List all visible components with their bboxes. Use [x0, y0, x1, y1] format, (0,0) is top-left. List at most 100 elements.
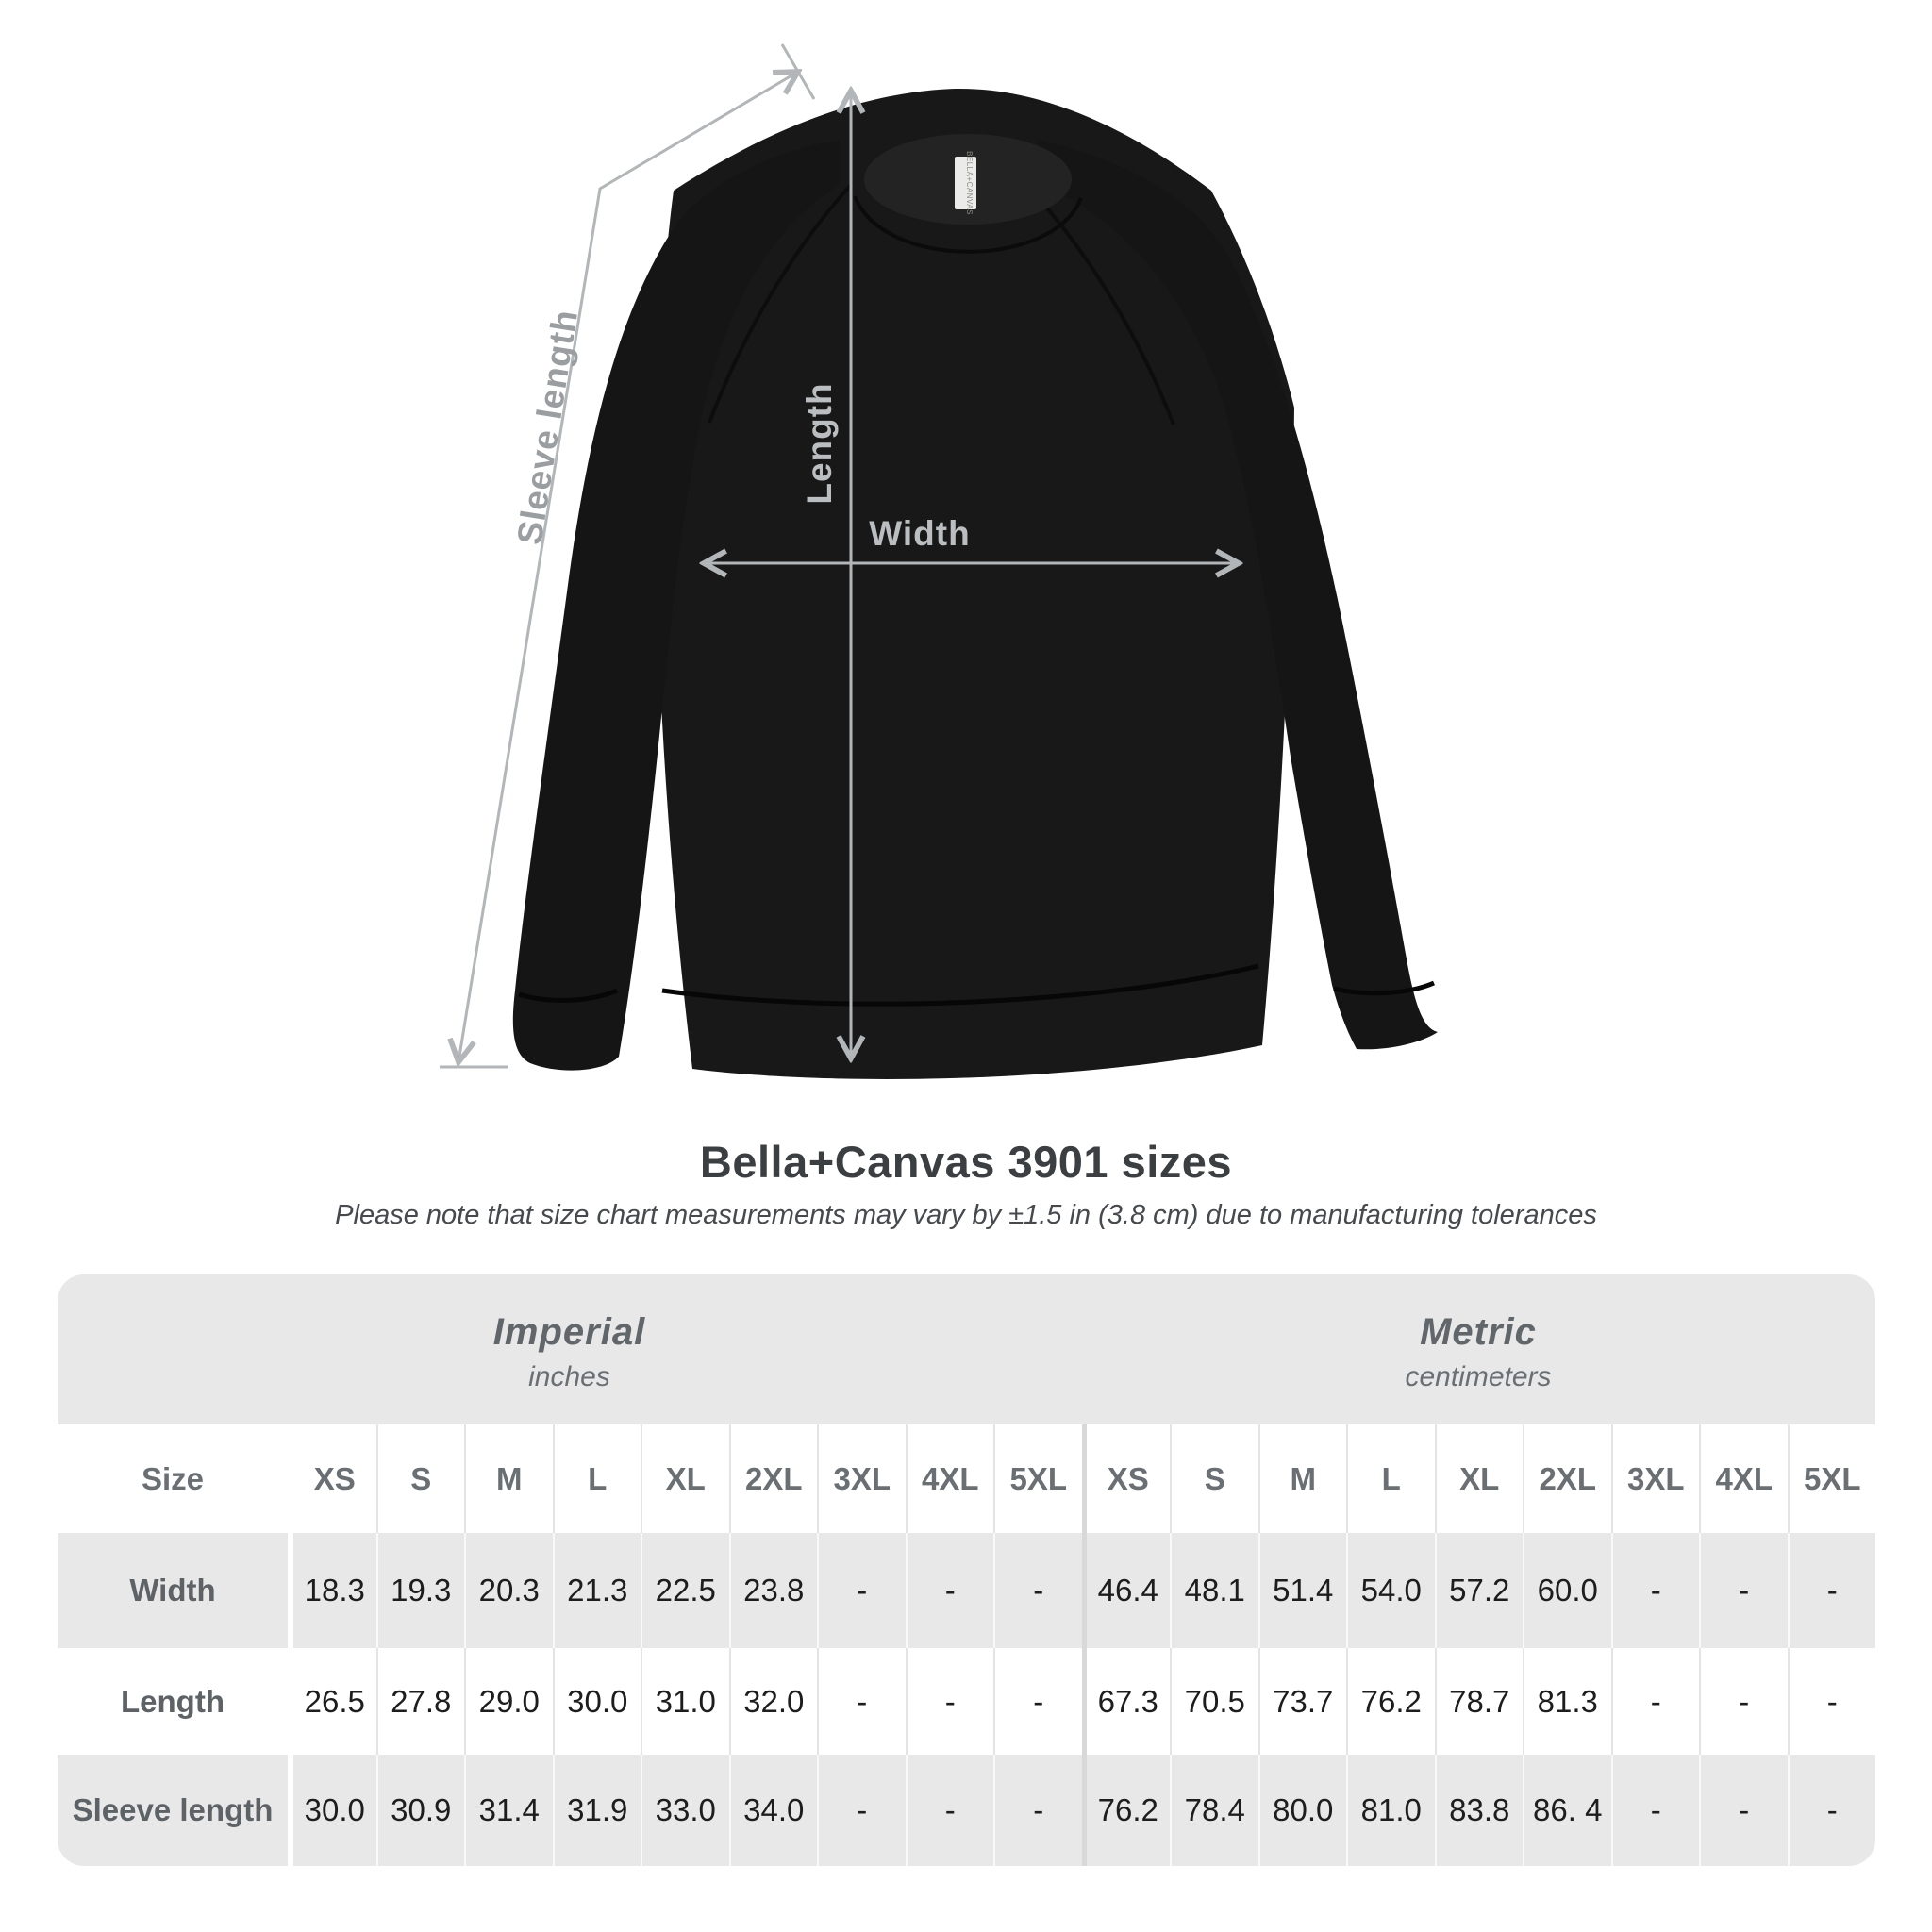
measurement-cell-imperial: -: [905, 1533, 993, 1648]
measurement-cell-metric: 81.3: [1523, 1648, 1611, 1755]
measurement-cell-imperial: -: [993, 1533, 1082, 1648]
measurement-cell-metric: 60.0: [1523, 1533, 1611, 1648]
size-col-header-imperial-4xl: 4XL: [905, 1424, 993, 1533]
length-label: Length: [800, 382, 839, 504]
unit-group-metric-name: Metric: [1420, 1311, 1537, 1353]
measurement-cell-imperial: -: [993, 1648, 1082, 1755]
measurement-cell-metric: 76.2: [1081, 1755, 1170, 1866]
measurement-cell-metric: 76.2: [1346, 1648, 1435, 1755]
measurement-cell-metric: -: [1699, 1648, 1788, 1755]
measurement-cell-metric: -: [1699, 1755, 1788, 1866]
measurement-cell-imperial: 22.5: [641, 1533, 729, 1648]
measurement-cell-metric: 70.5: [1170, 1648, 1258, 1755]
measurement-cell-imperial: 29.0: [464, 1648, 553, 1755]
sleeve-length-arrow: [458, 72, 798, 1062]
size-col-header-imperial-2xl: 2XL: [728, 1424, 817, 1533]
size-col-header-metric-xs: XS: [1081, 1424, 1170, 1533]
measurement-cell-imperial: -: [993, 1755, 1082, 1866]
page-subtitle: Please note that size chart measurements…: [335, 1200, 1597, 1230]
measurement-cell-metric: 78.7: [1434, 1648, 1523, 1755]
measurement-cell-metric: -: [1610, 1755, 1699, 1866]
measurement-cell-imperial: 19.3: [375, 1533, 464, 1648]
measurement-cell-imperial: 21.3: [552, 1533, 641, 1648]
measurement-cell-metric: -: [1610, 1533, 1699, 1648]
size-col-header-imperial-m: M: [464, 1424, 553, 1533]
unit-group-imperial-name: Imperial: [492, 1311, 646, 1353]
measurement-cell-imperial: 31.4: [464, 1755, 553, 1866]
neck-tag-text: BELLA+CANVAS: [965, 151, 974, 215]
table-corner-size-label: Size: [58, 1424, 288, 1533]
measurement-cell-imperial: 20.3: [464, 1533, 553, 1648]
measurement-cell-imperial: 30.9: [375, 1755, 464, 1866]
measurement-cell-imperial: -: [905, 1648, 993, 1755]
measurement-cell-imperial: 18.3: [288, 1533, 376, 1648]
measurement-cell-metric: 80.0: [1257, 1755, 1346, 1866]
sweatshirt-diagram: BELLA+CANVAS Sleeve length Length Width: [440, 43, 1438, 1079]
measurement-cell-metric: 46.4: [1081, 1533, 1170, 1648]
size-col-header-metric-2xl: 2XL: [1523, 1424, 1611, 1533]
unit-band: Imperial inches Metric centimeters: [58, 1274, 1875, 1424]
unit-group-metric-unit: centimeters: [1405, 1361, 1552, 1392]
size-col-header-metric-3xl: 3XL: [1610, 1424, 1699, 1533]
row-label: Sleeve length: [58, 1755, 288, 1866]
sweatshirt-right-sleeve: [1038, 140, 1438, 1050]
measurement-cell-imperial: 30.0: [288, 1755, 376, 1866]
row-label: Length: [58, 1648, 288, 1755]
unit-group-metric: Metric centimeters: [1081, 1274, 1875, 1424]
right-cuff-seam: [1333, 980, 1435, 996]
size-col-header-metric-m: M: [1257, 1424, 1346, 1533]
sleeve-length-top-tick: [780, 43, 816, 100]
measurement-cell-imperial: -: [817, 1648, 906, 1755]
size-col-header-imperial-xl: XL: [641, 1424, 729, 1533]
measurement-cell-imperial: 30.0: [552, 1648, 641, 1755]
measurement-cell-imperial: 34.0: [728, 1755, 817, 1866]
measurement-cell-imperial: 32.0: [728, 1648, 817, 1755]
size-table: Imperial inches Metric centimeters Size X…: [58, 1274, 1875, 1866]
measurement-annotations: [440, 43, 1239, 1069]
row-label: Width: [58, 1533, 288, 1648]
size-col-header-metric-s: S: [1170, 1424, 1258, 1533]
measurement-cell-imperial: 26.5: [288, 1648, 376, 1755]
measurement-cell-metric: -: [1610, 1648, 1699, 1755]
sleeve-length-label: Sleeve length: [509, 307, 585, 547]
measurement-cell-metric: 78.4: [1170, 1755, 1258, 1866]
size-col-header-metric-xl: XL: [1434, 1424, 1523, 1533]
measurement-cell-imperial: 31.9: [552, 1755, 641, 1866]
raglan-seam-right: [1024, 183, 1175, 425]
measurement-cell-metric: 48.1: [1170, 1533, 1258, 1648]
measurement-cell-imperial: -: [905, 1755, 993, 1866]
size-col-header-metric-5xl: 5XL: [1787, 1424, 1875, 1533]
unit-group-imperial-unit: inches: [528, 1361, 610, 1392]
unit-group-imperial: Imperial inches: [58, 1274, 1081, 1424]
measurement-cell-imperial: 27.8: [375, 1648, 464, 1755]
measurement-cell-metric: 67.3: [1081, 1648, 1170, 1755]
size-col-header-imperial-5xl: 5XL: [993, 1424, 1082, 1533]
size-col-header-imperial-l: L: [552, 1424, 641, 1533]
size-grid: Size XS S M L XL 2XL 3XL 4XL 5XL XS S M L XL 2XL 3XL 4XL 5…: [58, 1424, 1875, 1866]
measurement-cell-metric: -: [1787, 1533, 1875, 1648]
measurement-cell-metric: 83.8: [1434, 1755, 1523, 1866]
measurement-cell-metric: -: [1699, 1533, 1788, 1648]
measurement-cell-imperial: 23.8: [728, 1533, 817, 1648]
measurement-cell-imperial: 31.0: [641, 1648, 729, 1755]
size-col-header-imperial-3xl: 3XL: [817, 1424, 906, 1533]
sweatshirt-illustration: BELLA+CANVAS: [512, 88, 1438, 1079]
measurement-cell-metric: 86. 4: [1523, 1755, 1611, 1866]
size-col-header-imperial-xs: XS: [288, 1424, 376, 1533]
measurement-cell-metric: -: [1787, 1648, 1875, 1755]
measurement-cell-imperial: 33.0: [641, 1755, 729, 1866]
size-col-header-metric-4xl: 4XL: [1699, 1424, 1788, 1533]
size-col-header-imperial-s: S: [375, 1424, 464, 1533]
page-title: Bella+Canvas 3901 sizes: [699, 1137, 1233, 1187]
collar-band-seam: [853, 195, 1083, 254]
measurement-cell-imperial: -: [817, 1533, 906, 1648]
measurement-cell-metric: 81.0: [1346, 1755, 1435, 1866]
neck-tag: BELLA+CANVAS: [955, 151, 976, 215]
width-label: Width: [869, 514, 970, 553]
measurement-cell-metric: 51.4: [1257, 1533, 1346, 1648]
size-col-header-metric-l: L: [1346, 1424, 1435, 1533]
measurement-cell-metric: -: [1787, 1755, 1875, 1866]
measurement-cell-metric: 73.7: [1257, 1648, 1346, 1755]
measurement-cell-metric: 57.2: [1434, 1533, 1523, 1648]
